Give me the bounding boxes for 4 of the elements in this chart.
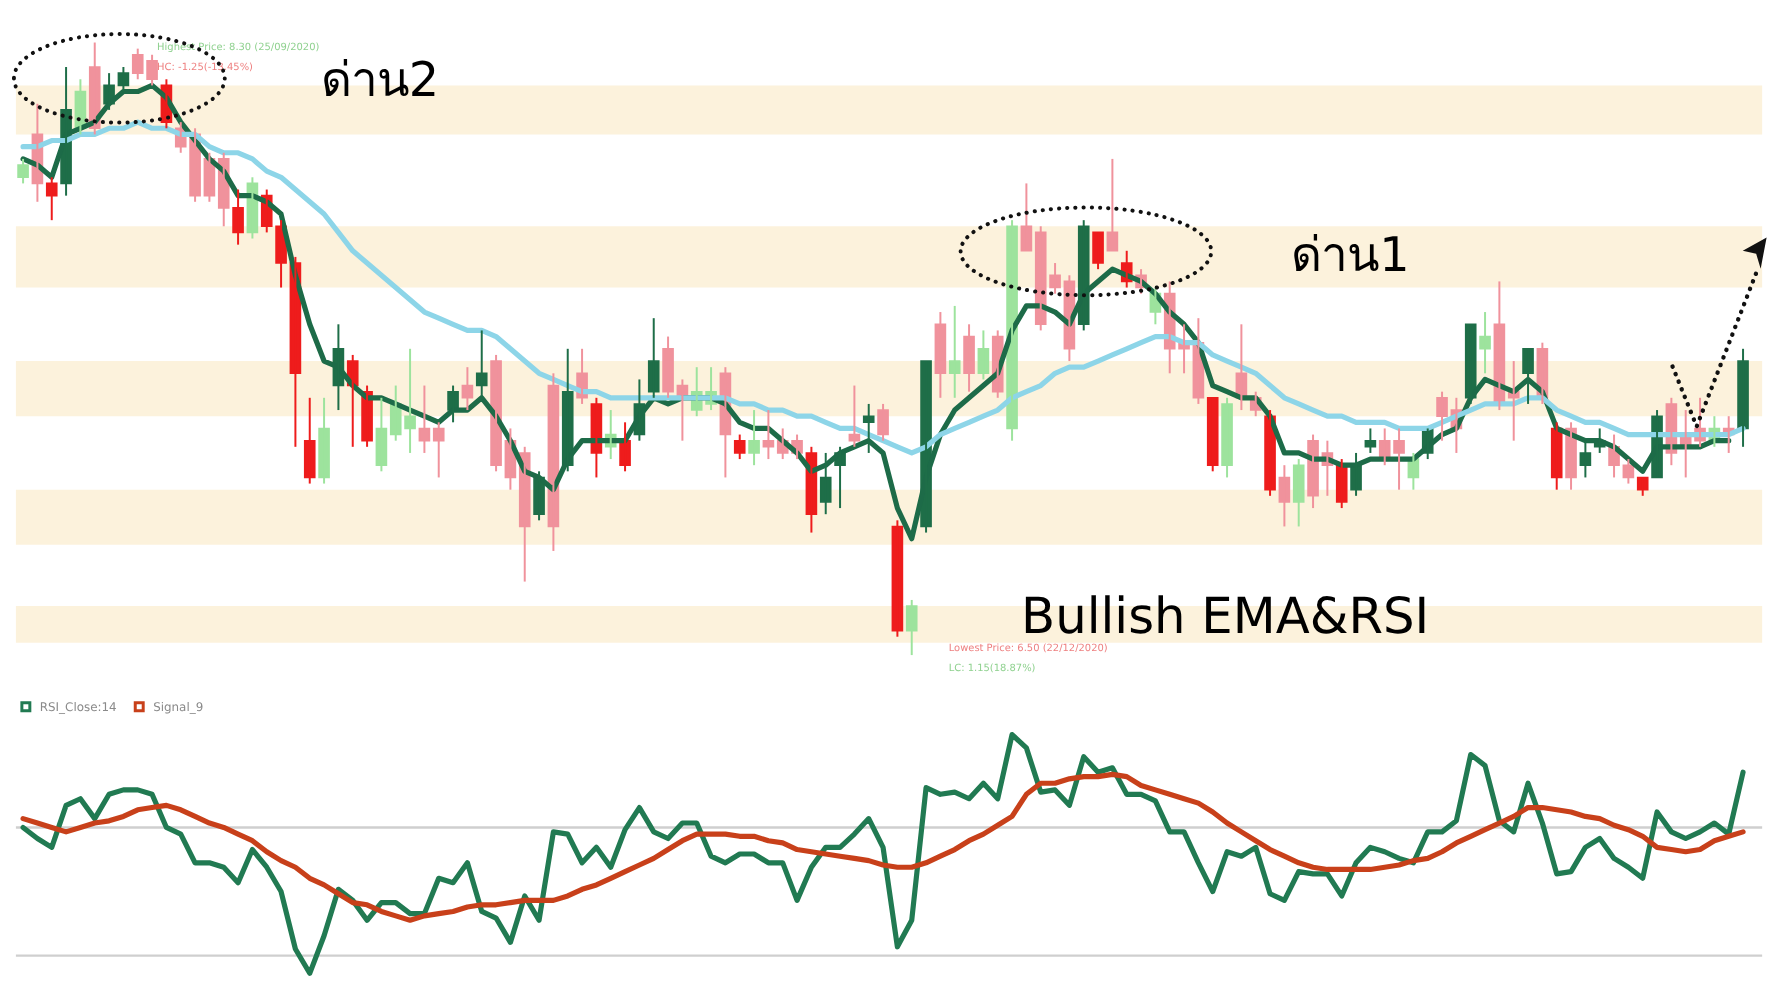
- annotation: ด่าน2: [320, 52, 440, 109]
- annotation: ด่าน1: [1291, 227, 1410, 284]
- annotation: Bullish EMA&RSI: [1021, 587, 1430, 646]
- candlestick: [862, 402, 875, 454]
